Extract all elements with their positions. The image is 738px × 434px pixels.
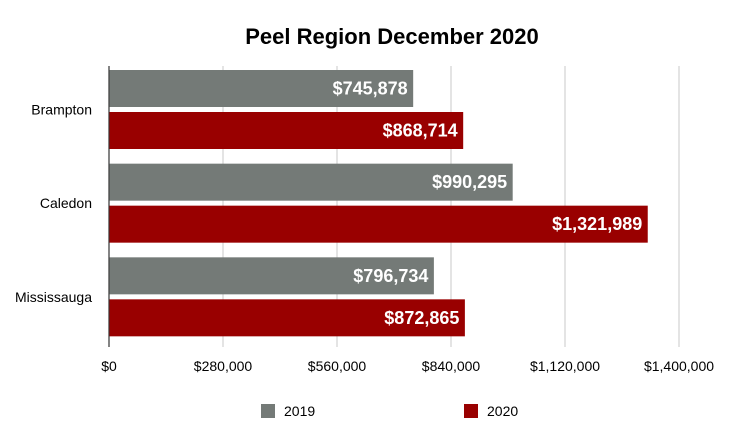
- legend-swatch-2020: [464, 404, 478, 418]
- legend: 2019 2020: [261, 403, 518, 419]
- x-tick-label: $0: [101, 358, 117, 374]
- category-label: Mississauga: [15, 289, 92, 305]
- bar-brampton-2019: [109, 70, 414, 107]
- category-label: Caledon: [40, 195, 92, 211]
- bar-value-label: $990,295: [432, 172, 507, 192]
- bar-mississauga-2020: [109, 299, 465, 337]
- bar-caledon-2019: [109, 163, 513, 201]
- legend-swatch-2019: [261, 404, 275, 418]
- bar-value-label: $796,734: [353, 266, 428, 286]
- bars: $745,878 $868,714 $990,295 $1,321,989 $796,7…: [109, 70, 648, 337]
- chart-title: Peel Region December 2020: [245, 24, 538, 49]
- bar-value-label: $868,714: [383, 121, 458, 141]
- bar-caledon-2020: [109, 205, 648, 243]
- x-tick-label: $1,400,000: [644, 358, 714, 374]
- x-tick-label: $1,120,000: [530, 358, 600, 374]
- legend-label: 2019: [284, 403, 315, 419]
- x-tick-label: $560,000: [308, 358, 367, 374]
- x-axis-ticks: $0 $280,000 $560,000 $840,000 $1,120,000 $1,4…: [101, 358, 714, 374]
- bar-value-label: $745,878: [333, 79, 408, 99]
- bar-mississauga-2019: [109, 257, 434, 295]
- category-labels: Brampton Caledon Mississauga: [15, 102, 92, 305]
- legend-label: 2020: [487, 403, 518, 419]
- category-label: Brampton: [31, 102, 92, 118]
- bar-value-label: $1,321,989: [552, 214, 642, 234]
- bar-brampton-2020: [109, 112, 464, 149]
- bar-value-label: $872,865: [384, 308, 459, 328]
- x-tick-label: $280,000: [194, 358, 253, 374]
- x-tick-label: $840,000: [422, 358, 481, 374]
